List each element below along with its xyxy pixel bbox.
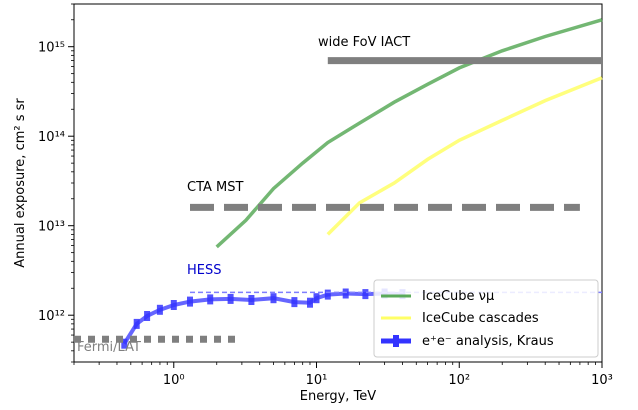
- data-point: [227, 293, 234, 304]
- data-point: [170, 300, 177, 310]
- data-point: [291, 297, 298, 308]
- data-point: [324, 289, 331, 300]
- data-point: [121, 338, 128, 349]
- axes-layer: 10⁰ 10¹ 10² 10³ 10¹² 10¹³ 10¹⁴ 10¹⁵: [38, 3, 613, 388]
- data-point: [270, 293, 277, 304]
- y-tick-label: 10¹⁵: [38, 41, 65, 56]
- data-point: [342, 288, 349, 299]
- y-tick-label: 10¹⁴: [38, 130, 65, 145]
- legend-box: [373, 279, 599, 358]
- hess-label: HESS: [187, 263, 222, 278]
- data-point: [362, 289, 369, 300]
- x-tick-label: 10¹: [306, 373, 328, 388]
- series-line-solid-1: [326, 76, 603, 236]
- data-point: [187, 296, 193, 307]
- data-point: [133, 318, 140, 329]
- data-point: [156, 304, 163, 315]
- x-axis-label: Energy, TeV: [300, 389, 377, 404]
- series-line-solid-0: [215, 18, 603, 249]
- legend-label-kraus: e⁺e⁻ analysis, Kraus: [422, 334, 554, 349]
- legend-label-icecube-numu: IceCube νμ: [422, 289, 494, 304]
- fermi-lat-label: Fermi/LAT: [77, 340, 141, 355]
- data-point: [207, 294, 214, 305]
- x-tick-label: 10²: [448, 373, 470, 388]
- data-point: [144, 311, 151, 321]
- x-tick-label: 10³: [591, 373, 613, 388]
- y-axis-label: Annual exposure, cm² s sr: [13, 98, 28, 268]
- data-point: [307, 297, 313, 308]
- x-tick-label: 10⁰: [163, 373, 185, 388]
- series-line-errorbar-2: [122, 291, 403, 345]
- cta-mst-label: CTA MST: [187, 180, 244, 195]
- data-point: [313, 293, 320, 304]
- legend-label-icecube-cascades: IceCube cascades: [422, 311, 539, 326]
- data-point: [248, 295, 255, 305]
- annotation-layer: wide FoV IACT CTA MST HESS Fermi/LAT: [77, 35, 410, 355]
- wide-fov-iact-label: wide FoV IACT: [318, 35, 410, 50]
- legend: IceCube νμ IceCube cascades e⁺e⁻ analysi…: [373, 279, 599, 358]
- y-tick-label: 10¹³: [38, 220, 65, 235]
- y-tick-label: 10¹²: [38, 309, 65, 324]
